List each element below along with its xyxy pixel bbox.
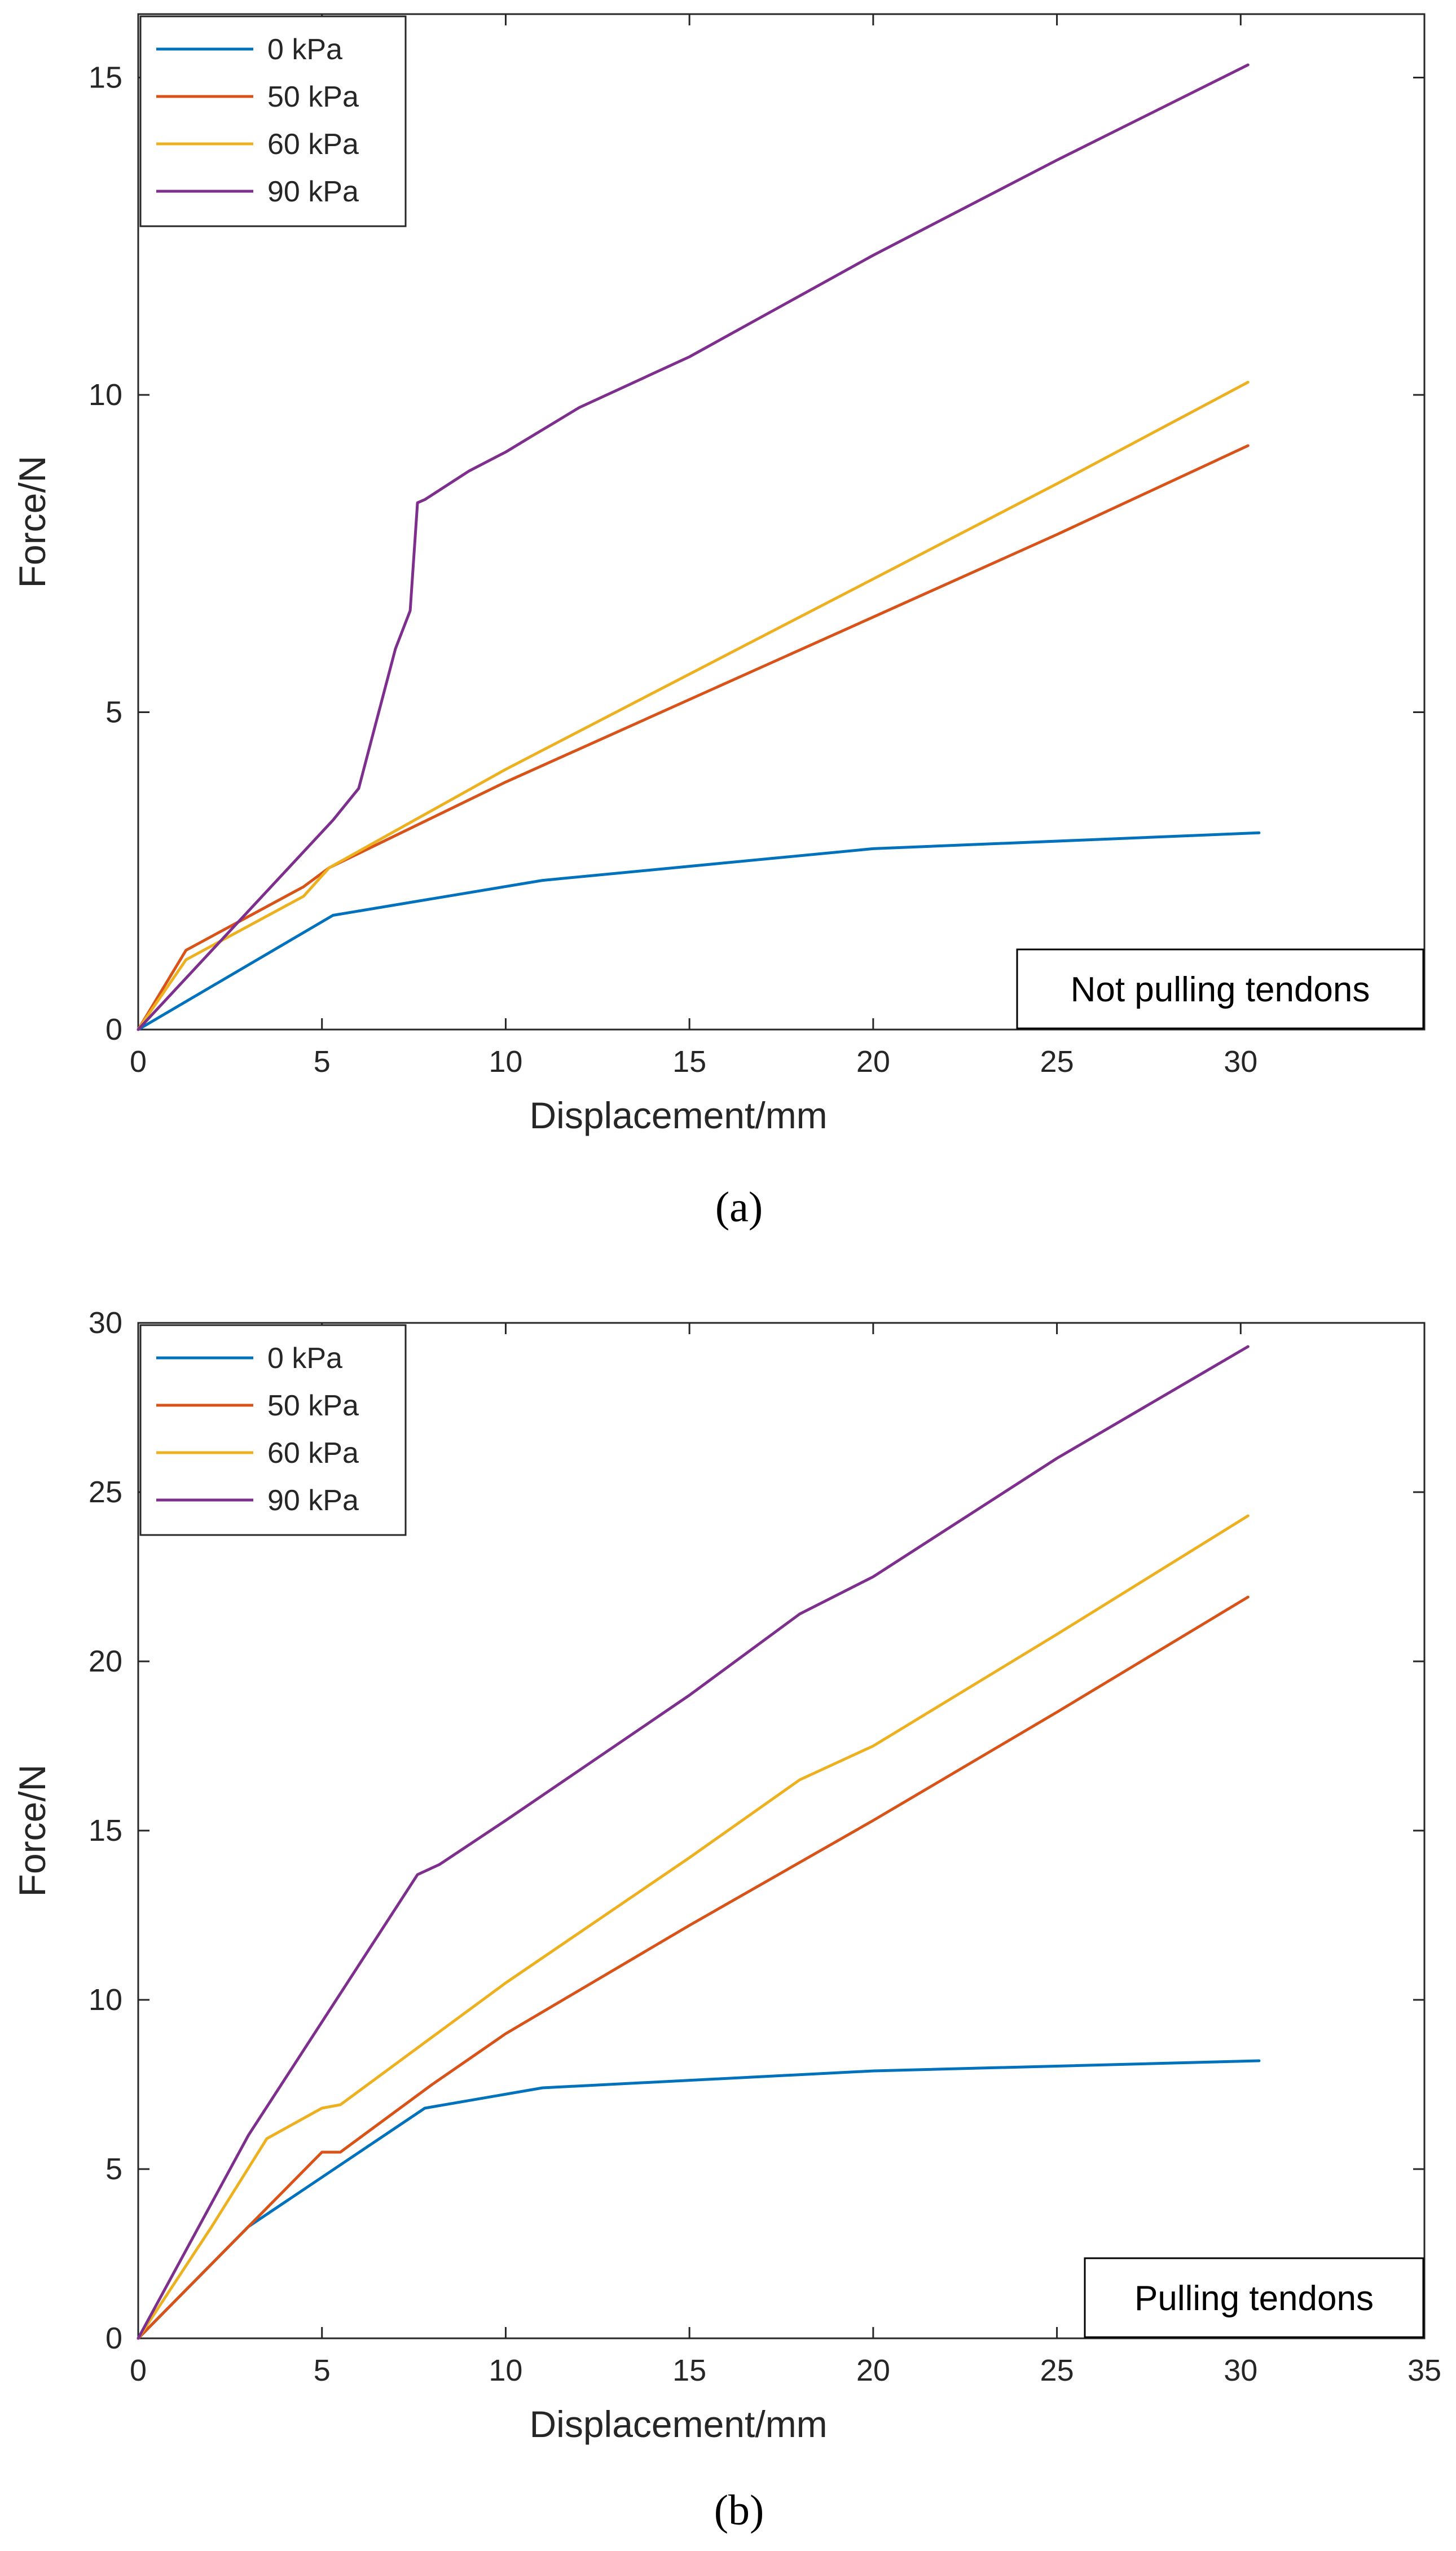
chart-a-x-tick-label: 0 [130,1045,147,1079]
chart-a-x-axis-label: Displacement/mm [530,1094,828,1136]
chart-b-x-axis-label: Displacement/mm [530,2403,828,2445]
chart-a-series-line-2 [137,381,1250,1031]
chart-a-annotation-text: Not pulling tendons [1071,970,1370,1009]
chart-b-legend-label-3: 90 kPa [267,1484,359,1517]
chart-a-y-tick-label: 10 [89,378,122,412]
chart-b-series-line-2 [137,1514,1250,2340]
chart-a-caption: (a) [715,1184,763,1231]
chart-a-annotation-box [1016,948,1424,1030]
chart-a-x-tick-label: 20 [856,1045,890,1079]
chart-b-annotation-box [1084,2257,1424,2338]
chart-b-x-tick-label: 25 [1040,2354,1074,2387]
chart-a-series-line-0 [137,831,1261,1031]
chart-b-y-tick-label: 25 [89,1475,122,1509]
chart-b-x-tick-label: 15 [672,2354,706,2387]
chart-a-series-line-3 [137,63,1250,1031]
chart-a-y-axis-label: Force/N [11,456,53,588]
chart-b-x-tick-label: 10 [489,2354,522,2387]
chart-a-y-tick-label: 5 [105,696,122,729]
chart-a-legend-label-3: 90 kPa [267,175,359,208]
chart-b-x-tick-label: 20 [856,2354,890,2387]
chart-b-caption: (b) [714,2487,764,2534]
chart-b-x-tick-label: 35 [1407,2354,1441,2387]
chart-b-y-tick-label: 5 [105,2152,122,2186]
chart-b-series-line-3 [137,1345,1250,2340]
chart-b-y-axis-label: Force/N [11,1765,53,1897]
chart-a-x-tick-label: 15 [672,1045,706,1079]
chart-b-legend-label-1: 50 kPa [267,1389,359,1422]
chart-a-x-tick-label: 25 [1040,1045,1074,1079]
chart-b-y-tick-label: 30 [89,1306,122,1340]
chart-b-y-tick-label: 15 [89,1814,122,1848]
chart-b-legend-label-0: 0 kPa [267,1342,342,1375]
chart-a-x-tick-label: 30 [1224,1045,1257,1079]
chart-b-y-tick-label: 0 [105,2321,122,2355]
chart-a-series-line-1 [137,444,1250,1031]
chart-a-legend-label-0: 0 kPa [267,33,342,66]
chart-b-y-tick-label: 10 [89,1983,122,2017]
chart-a-legend-label-2: 60 kPa [267,128,359,161]
chart-a-y-tick-label: 15 [89,61,122,95]
chart-a-legend-label-1: 50 kPa [267,81,359,113]
chart-a-y-tick-label: 0 [105,1013,122,1046]
chart-b-annotation-text: Pulling tendons [1134,2279,1374,2318]
chart-b-x-tick-label: 5 [314,2354,331,2387]
chart-b-x-tick-label: 0 [130,2354,147,2387]
chart-b-series-line-1 [137,1595,1250,2340]
chart-b-y-tick-label: 20 [89,1644,122,1678]
chart-b-legend-label-2: 60 kPa [267,1437,359,1470]
chart-a-x-tick-label: 5 [314,1045,331,1079]
chart-b-x-tick-label: 30 [1224,2354,1257,2387]
chart-a-x-tick-label: 10 [489,1045,522,1079]
